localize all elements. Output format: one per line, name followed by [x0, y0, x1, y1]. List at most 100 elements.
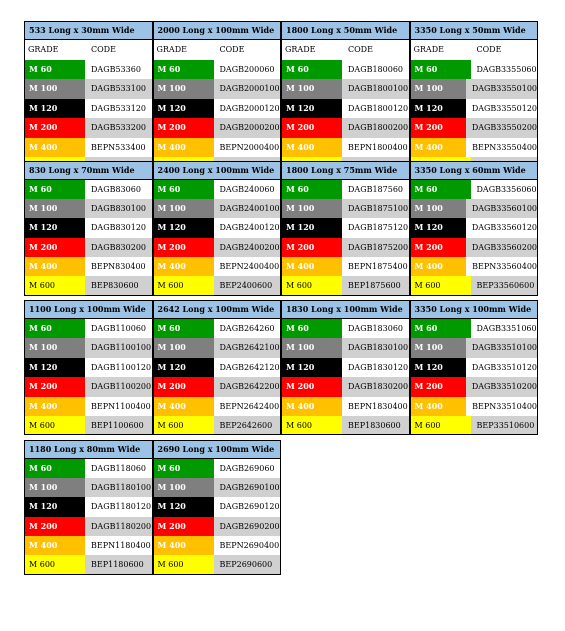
code-cell: BEP33560600: [470, 276, 537, 295]
table-row: M 120 DAGB830120: [24, 218, 153, 238]
grade-cell: M 100: [282, 338, 342, 358]
grade-cell: M 200: [153, 118, 214, 138]
table-row: M 400 BEPN2400400: [152, 257, 281, 277]
code-cell: DAGB33560120: [465, 218, 537, 238]
grade-cell: M 60: [25, 319, 85, 339]
size-block-title: 1100 Long x 100mm Wide: [24, 300, 153, 319]
table-row: M 60 DAGB110060: [24, 319, 153, 339]
grade-cell: M 120: [153, 357, 214, 378]
code-cell: DAGB2642200: [213, 377, 280, 397]
code-cell: DAGB3356060: [470, 179, 537, 199]
code-cell: BEP33510600: [470, 415, 537, 435]
code-cell: DAGB1875100: [342, 198, 409, 219]
grade-cell: M 60: [25, 179, 85, 199]
table-row: M 120 DAGB2400120: [152, 218, 281, 238]
grade-cell: M 200: [153, 377, 214, 397]
code-cell: DAGB2642100: [213, 338, 280, 358]
code-cell: DAGB2690120: [213, 497, 280, 517]
grade-cell: M 600: [410, 415, 471, 435]
code-cell: BEPN2690400: [213, 536, 280, 556]
column-header-row: GRADE CODE: [409, 40, 538, 60]
grade-cell: M 120: [282, 98, 342, 119]
code-cell: DAGB1875120: [342, 218, 409, 238]
grade-cell: M 120: [153, 218, 214, 238]
table-row: M 100 DAGB2400100: [152, 198, 281, 219]
code-cell: DAGB1100200: [85, 377, 152, 397]
size-block-title: 1180 Long x 80mm Wide: [24, 439, 153, 459]
grade-cell: M 100: [25, 79, 85, 99]
grade-cell: M 200: [410, 118, 466, 138]
table-row: M 60 DAGB200060: [152, 60, 281, 80]
size-block: 3350 Long x 100mm Wide M 60 DAGB3351060 M 1…: [409, 300, 538, 436]
code-cell: BEP1100600: [85, 415, 152, 435]
code-cell: DAGB3351060: [470, 319, 537, 339]
code-cell: DAGB1830120: [342, 357, 409, 378]
grade-cell: M 120: [25, 218, 85, 238]
grade-cell: M 400: [410, 137, 467, 157]
size-block: 533 Long x 30mm Wide GRADE CODE M 60 DAGB533…: [24, 21, 153, 177]
table-row: M 60 DAGB264260: [152, 319, 281, 339]
table-row: M 60 DAGB240060: [152, 179, 281, 199]
size-block: 2690 Long x 100mm Wide M 60 DAGB269060 M 10…: [152, 439, 281, 575]
grade-column-header: GRADE: [413, 45, 444, 54]
grade-cell: M 100: [25, 338, 85, 358]
code-cell: BEPN830400: [85, 257, 152, 277]
table-row: M 100 DAGB33560100: [409, 198, 538, 219]
grade-cell: M 400: [25, 396, 85, 416]
grade-cell: M 400: [153, 137, 214, 157]
grade-cell: M 100: [25, 477, 85, 498]
table-row: M 400 BEPN2000400: [152, 137, 281, 157]
grade-cell: M 600: [282, 415, 342, 435]
table-row: M 200 DAGB1180200: [24, 516, 153, 537]
grade-cell: M 120: [282, 218, 342, 238]
grade-cell: M 100: [153, 338, 214, 358]
code-cell: DAGB1100120: [85, 357, 152, 378]
table-row: M 100 DAGB33550100: [409, 79, 538, 99]
size-block-title: 2642 Long x 100mm Wide: [152, 300, 281, 319]
grade-cell: M 200: [282, 237, 342, 258]
grade-cell: M 200: [25, 516, 85, 537]
size-block: 2642 Long x 100mm Wide M 60 DAGB264260 M 10…: [152, 300, 281, 436]
code-cell: DAGB33560100: [465, 198, 537, 219]
code-cell: BEP1830600: [342, 415, 409, 435]
grade-cell: M 600: [153, 276, 214, 295]
grade-cell: M 60: [410, 179, 471, 199]
code-cell: DAGB1830200: [342, 377, 409, 397]
size-block-title: 1800 Long x 75mm Wide: [281, 160, 410, 180]
grade-cell: M 200: [282, 118, 342, 138]
grade-cell: M 100: [153, 477, 214, 498]
grade-cell: M 120: [282, 357, 342, 378]
table-row: M 200 DAGB2642200: [152, 377, 281, 397]
grade-cell: M 60: [25, 60, 85, 80]
grade-cell: M 120: [410, 98, 466, 119]
grade-cell: M 200: [25, 118, 85, 138]
code-cell: BEPN2400400: [213, 257, 280, 277]
table-row: M 60 DAGB118060: [24, 458, 153, 478]
grade-cell: M 120: [25, 98, 85, 119]
code-cell: DAGB2400100: [213, 198, 280, 219]
code-cell: DAGB1180120: [85, 497, 152, 517]
grade-cell: M 400: [153, 396, 214, 416]
table-row: M 600 BEP830600: [24, 276, 153, 296]
size-block-title: 2400 Long x 100mm Wide: [152, 160, 281, 180]
grade-cell: M 60: [282, 179, 342, 199]
code-cell: DAGB53360: [85, 60, 152, 80]
table-row: M 60 DAGB83060: [24, 179, 153, 199]
code-cell: BEPN33550400: [466, 137, 537, 157]
table-row: M 400 BEPN1875400: [281, 257, 410, 277]
table-row: M 400 BEPN533400: [24, 137, 153, 157]
grade-cell: M 400: [25, 137, 85, 157]
code-cell: DAGB533100: [85, 79, 152, 99]
code-cell: DAGB1830100: [342, 338, 409, 358]
table-row: M 120 DAGB1180120: [24, 497, 153, 517]
table-row: M 400 BEPN1180400: [24, 536, 153, 556]
code-cell: DAGB1800200: [342, 118, 409, 138]
grade-cell: M 400: [282, 137, 342, 157]
grade-cell: M 400: [153, 257, 214, 277]
code-cell: DAGB830200: [85, 237, 152, 258]
grade-cell: M 60: [25, 458, 85, 478]
table-row: M 120 DAGB1875120: [281, 218, 410, 238]
grade-cell: M 100: [25, 198, 85, 219]
code-cell: DAGB1100100: [85, 338, 152, 358]
table-row: M 200 DAGB1100200: [24, 377, 153, 397]
